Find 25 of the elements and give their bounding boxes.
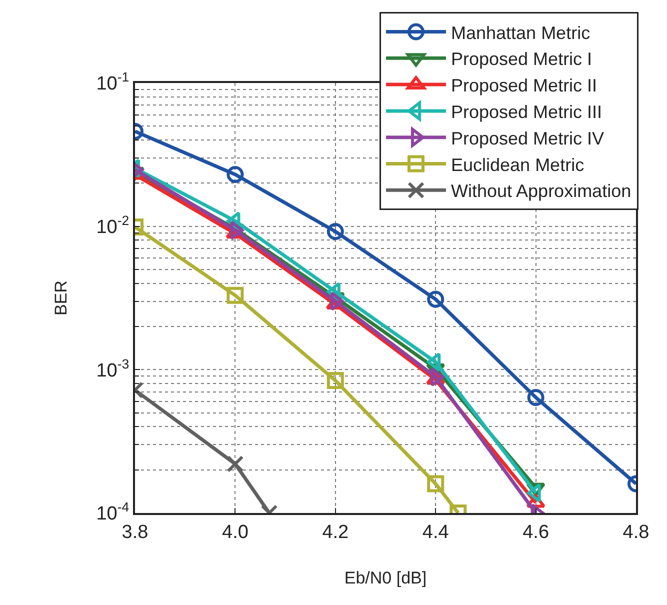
x-tick-label: 4.6 <box>522 522 550 543</box>
legend-label: Without Approximation <box>451 181 632 202</box>
legend-label: Proposed Metric II <box>451 76 598 96</box>
y-axis-title: BER <box>51 280 70 316</box>
x-tick-label: 4.0 <box>222 522 248 543</box>
y-tick-label: 10$^{-1}$ <box>96 70 130 95</box>
x-tick-label: 4.8 <box>622 522 650 543</box>
legend-label: Proposed Metric IV <box>451 128 604 148</box>
legend-label: Euclidean Metric <box>451 154 584 175</box>
point <box>230 220 244 240</box>
point <box>427 475 444 492</box>
x-axis-title: Eb/N0 [dB] <box>344 568 427 588</box>
legend-label: Proposed Metric III <box>451 102 602 122</box>
point <box>427 290 444 308</box>
legend-label: Proposed Metric I <box>451 49 592 70</box>
y-tick-label: 10$^{-2}$ <box>96 213 130 238</box>
x-tick-label: 4.2 <box>322 522 349 543</box>
point <box>326 372 344 390</box>
point <box>330 292 344 311</box>
point <box>527 483 541 503</box>
point <box>326 223 344 240</box>
point <box>427 352 441 372</box>
x-tick-label: 4.4 <box>422 522 450 543</box>
y-tick-label: 10$^{-3}$ <box>96 356 130 382</box>
legend-label: Manhattan Metric <box>451 22 590 43</box>
